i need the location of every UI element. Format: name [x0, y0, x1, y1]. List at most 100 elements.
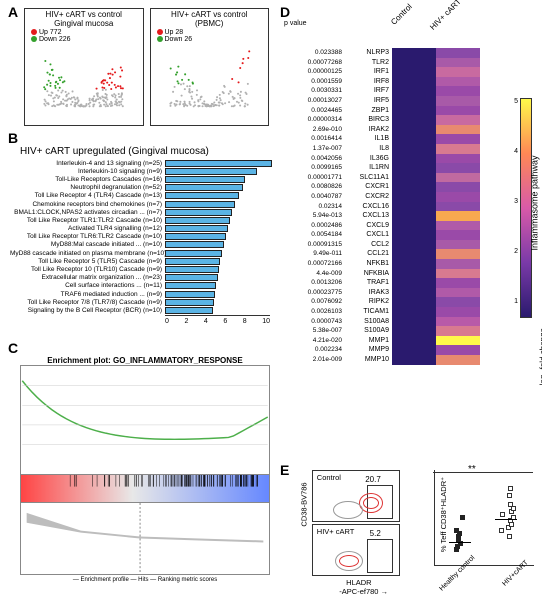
gene-name: SLC11A1: [344, 173, 389, 183]
cb-tick: 4: [514, 148, 518, 155]
heat-cell: [436, 125, 480, 135]
gene-name: IL8: [344, 144, 389, 154]
heat-cell: [392, 163, 436, 173]
facs-yaxis: CD38-BV786: [300, 482, 309, 526]
gsea-title: Enrichment plot: GO_INFLAMMATORY_RESPONS…: [20, 356, 270, 365]
cb-tick: 3: [514, 198, 518, 205]
heat-cell: [392, 106, 436, 116]
scatter-point: [454, 528, 459, 533]
facs-hiv: HIV+ cART 5.2: [312, 524, 400, 576]
bar-label: MyD88:Mal cascade initiated ... (n=10): [10, 241, 165, 248]
bar-label: MyD88 cascade initiated on plasma membra…: [10, 250, 165, 257]
heat-cell: [436, 249, 480, 259]
heat-row: [392, 173, 480, 183]
volcano-legend-1: Up 772 Down 226: [27, 29, 141, 43]
heat-row: [392, 182, 480, 192]
gene-name: TRAF1: [344, 278, 389, 288]
heat-row: [392, 345, 480, 355]
heat-cell: [392, 58, 436, 68]
heat-row: [392, 96, 480, 106]
heat-row: [392, 77, 480, 87]
heat-cell: [392, 86, 436, 96]
pvalue: 2.69e-010: [284, 125, 342, 135]
bar-row: Toll Like Receptor 4 (TLR4) Cascade (n=1…: [10, 192, 270, 200]
bar-row: Toll-Like Receptors Cascades (n=16): [10, 175, 270, 183]
up-label-2: Up 28: [165, 29, 184, 36]
scatter-point: [460, 515, 465, 520]
bar-chart: Interleukin-4 and 13 signaling (n=25) In…: [10, 159, 270, 315]
pvalue: 0.0001559: [284, 77, 342, 87]
gene-column: NLRP3TLR2IRF1IRF8IRF7IRF5ZBP1BIRC3IRAK2I…: [344, 48, 392, 365]
median-bar: [495, 519, 517, 520]
volcano-svg-2: [153, 43, 267, 113]
median-bar: [449, 542, 471, 543]
vt1-l2: Gingival mucosa: [54, 19, 113, 28]
heat-cell: [392, 211, 436, 221]
heat-cell: [436, 230, 480, 240]
heat-cell: [392, 249, 436, 259]
bar-label: BMAL1:CLOCK,NPAS2 activates circadian ..…: [10, 209, 165, 216]
scatter-point: [508, 502, 513, 507]
gsea-rank: [20, 503, 270, 575]
heat-cell: [436, 154, 480, 164]
down-dot-2: [157, 36, 163, 42]
pvalue-column: 0.0233880.000772680.000001250.00015590.0…: [284, 48, 344, 365]
pvalue: 0.0099165: [284, 163, 342, 173]
bar-row: Chemokine receptors bind chemokines (n=7…: [10, 200, 270, 208]
heat-cell: [392, 221, 436, 231]
heat-cell: [392, 134, 436, 144]
gene-name: NFKB1: [344, 259, 389, 269]
heat-cell: [436, 240, 480, 250]
heat-row: [392, 317, 480, 327]
pvalue: 0.0016414: [284, 134, 342, 144]
bar-row: Toll Like Receptor TLR6:TLR2 Cascade (n=…: [10, 233, 270, 241]
heat-cell: [392, 288, 436, 298]
panel-e-label: E: [280, 462, 289, 478]
panel-c-label: C: [8, 340, 18, 356]
volcano-legend-2: Up 28 Down 26: [153, 29, 267, 43]
heat-row: [392, 48, 480, 58]
bar-row: TRAF6 mediated induction ... (n=9): [10, 290, 270, 298]
gene-name: IRAK2: [344, 125, 389, 135]
heat-cell: [436, 86, 480, 96]
up-dot-1: [31, 29, 37, 35]
vt2-l1: HIV+ cART vs control: [171, 10, 247, 19]
heat-cell: [436, 288, 480, 298]
gene-name: IRF8: [344, 77, 389, 87]
heat-cell: [436, 67, 480, 77]
pvalue: 4.21e-020: [284, 336, 342, 346]
volcano-title-2: HIV+ cART vs control (PBMC): [153, 11, 267, 29]
cb-tick: 2: [514, 248, 518, 255]
pvalue: 2.01e-009: [284, 355, 342, 365]
bar-row: Toll Like Receptor 7/8 (TLR7/8) Cascade …: [10, 298, 270, 306]
pvalue: 0.0076092: [284, 297, 342, 307]
heat-cell: [392, 240, 436, 250]
heat-cell: [392, 67, 436, 77]
heat-row: [392, 269, 480, 279]
heat-row: [392, 240, 480, 250]
scatter-column: % Teff CD38⁺HLADR⁺ ** Healthy control HI…: [412, 470, 534, 608]
heat-row: [392, 355, 480, 365]
scatter-point: [499, 528, 504, 533]
gene-name: CXCR2: [344, 192, 389, 202]
scatter-point: [507, 493, 512, 498]
pvalue: 0.00000314: [284, 115, 342, 125]
facs-title-2: HIV+ cART: [317, 527, 355, 536]
heat-row: [392, 259, 480, 269]
heat-row: [392, 125, 480, 135]
heat-cell: [436, 307, 480, 317]
gene-name: CXCL16: [344, 202, 389, 212]
heat-cell: [436, 173, 480, 183]
bar-label: Toll Like Receptor TLR1:TLR2 Cascade (n=…: [10, 217, 165, 224]
gene-name: NLRP3: [344, 48, 389, 58]
pvalue: 0.0040787: [284, 192, 342, 202]
heat-row: [392, 202, 480, 212]
pvalue: 0.00023775: [284, 288, 342, 298]
gene-name: S100A8: [344, 317, 389, 327]
heat-cell: [436, 278, 480, 288]
volcano-svg-1: [27, 43, 141, 113]
heat-cell: [436, 355, 480, 365]
heat-cell: [392, 182, 436, 192]
heat-cell: [436, 259, 480, 269]
heat-cell: [392, 307, 436, 317]
